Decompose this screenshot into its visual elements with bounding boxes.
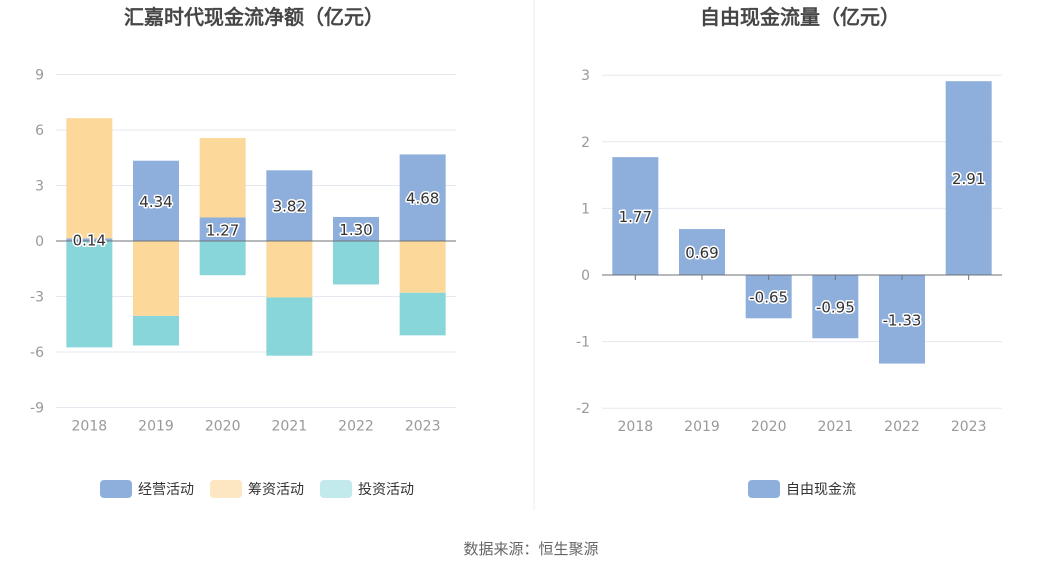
x-tick-label: 2019 [684,419,720,435]
x-tick-label: 2022 [338,419,374,435]
bar-经营活动 [133,160,179,241]
y-tick-label: 1 [581,201,590,217]
legend-label: 自由现金流 [786,482,856,498]
data-label: 1.27 [206,221,239,239]
free-cash-flow-legend: 自由现金流 [748,480,856,498]
legend-swatch [748,480,780,498]
cash-flow-chart: 9 6 3 0 -3 -6 -9 2018 2019 2020 2021 2022 2023 0.14 4.… [30,68,456,435]
bar-筹资活动 [199,137,246,218]
bar-投资活动 [333,241,379,285]
x-tick-label: 2022 [884,419,920,435]
y-tick-label: -6 [30,345,44,361]
bar-投资活动 [266,297,313,356]
legend-swatch [210,480,242,498]
x-tick-label: 2020 [205,419,241,435]
legend-label: 经营活动 [138,482,194,498]
bar-投资活动 [66,241,113,348]
x-tick-label: 2023 [405,419,441,435]
data-label: 0.14 [73,232,106,250]
chart-title-right: 自由现金流量（亿元） [700,5,900,29]
bar-自由现金流 [945,81,992,275]
data-label: 3.82 [273,198,306,216]
bar-筹资活动 [266,241,313,298]
data-label: 1.77 [619,208,652,226]
chart-title-left: 汇嘉时代现金流净额（亿元） [124,5,384,29]
data-label: -0.65 [749,289,788,307]
bar-经营活动 [266,170,313,241]
bar-自由现金流 [612,157,659,275]
y-tick-label: 6 [35,123,44,139]
legend-swatch [320,480,352,498]
bar-投资活动 [133,315,179,346]
y-tick-label: -2 [576,401,590,417]
y-tick-label: 9 [35,68,44,84]
x-tick-label: 2023 [951,419,987,435]
x-tick-label: 2018 [618,419,654,435]
bar-自由现金流 [745,275,792,319]
data-label: 4.68 [406,190,439,208]
data-label: 2.91 [952,170,985,188]
y-tick-label: -1 [576,335,590,351]
bar-投资活动 [399,292,446,336]
bar-投资活动 [199,241,246,276]
bar-经营活动 [66,238,113,241]
x-tick-label: 2019 [138,419,174,435]
y-tick-label: -3 [30,290,44,306]
cash-flow-legend: 经营活动 筹资活动 投资活动 [100,480,414,498]
data-label: -1.33 [883,311,922,329]
bar-筹资活动 [66,118,113,239]
free-cash-flow-chart: 3 2 1 0 -1 -2 2018 2019 2020 2021 2022 2023 1.77 0.69… [576,68,1002,435]
x-tick-label: 2020 [751,419,787,435]
bar-筹资活动 [399,241,446,293]
data-label: 0.69 [685,244,718,262]
legend-swatch [100,480,132,498]
bar-经营活动 [399,154,446,241]
x-tick-label: 2021 [818,419,854,435]
data-label: 1.30 [339,221,372,239]
x-tick-label: 2021 [272,419,308,435]
data-label: 4.34 [139,193,172,211]
data-source-footer: 数据来源：恒生聚源 [463,540,599,558]
bar-自由现金流 [812,275,859,339]
bar-自由现金流 [879,275,925,364]
data-label: -0.95 [816,299,855,317]
bar-筹资活动 [133,241,179,316]
legend-label: 筹资活动 [248,481,304,498]
y-tick-label: 3 [581,68,590,84]
bar-自由现金流 [679,229,725,275]
y-tick-label: 3 [35,179,44,195]
y-tick-label: -9 [30,401,44,417]
y-tick-label: 0 [35,234,44,250]
bar-经营活动 [199,217,246,241]
x-tick-label: 2018 [72,419,108,435]
y-tick-label: 0 [581,268,590,284]
legend-label: 投资活动 [358,482,414,498]
bar-经营活动 [333,216,379,241]
y-tick-label: 2 [581,135,590,151]
